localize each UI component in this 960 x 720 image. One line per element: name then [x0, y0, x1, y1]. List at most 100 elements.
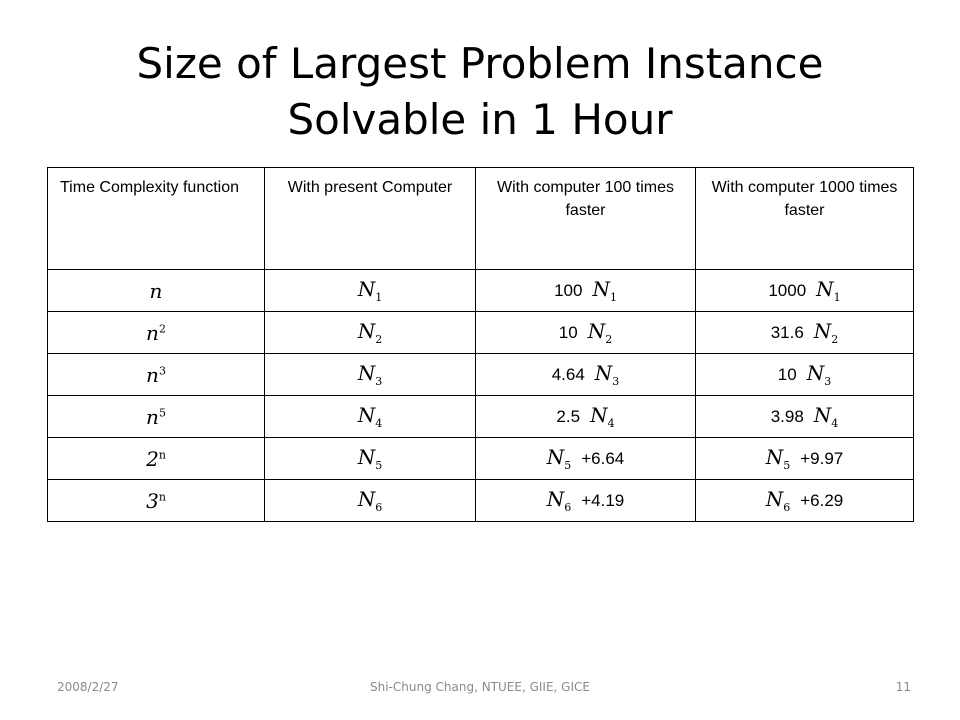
- present-cell-subscript: 2: [375, 333, 383, 346]
- faster-1000-cell: 3.98 N4: [695, 395, 914, 438]
- faster-100-cell-variable: N1: [592, 277, 617, 304]
- faster-100-cell-variable: N3: [594, 361, 620, 388]
- faster-100-cell: 10 N2: [475, 311, 696, 354]
- complexity-function: n3: [146, 362, 166, 387]
- present-cell-variable: N1: [357, 277, 383, 304]
- slide-title: Size of Largest Problem Instance Solvabl…: [0, 36, 960, 148]
- present-cell-variable: N6: [357, 487, 383, 514]
- faster-1000-cell-variable: N4: [813, 403, 839, 430]
- faster-100-cell: 4.64 N3: [475, 353, 696, 396]
- faster-1000-cell-subscript: 6: [783, 501, 791, 514]
- table-row: n3 N3 4.64 N3 10 N3: [47, 353, 914, 396]
- table-row: n2 N2 10 N2 31.6 N2: [47, 311, 914, 354]
- faster-1000-cell: N5 +9.97: [695, 437, 914, 480]
- faster-100-cell-variable: N6: [546, 487, 572, 514]
- faster-100-cell-variable: N5: [546, 445, 572, 472]
- faster-100-cell-subscript: 3: [612, 375, 620, 388]
- faster-100-cell: N5 +6.64: [475, 437, 696, 480]
- faster-1000-cell-variable: N1: [816, 277, 841, 304]
- present-cell: N1: [264, 269, 476, 312]
- present-cell-subscript: 6: [375, 501, 383, 514]
- complexity-exponent: n: [158, 447, 166, 461]
- table-row: n N1 100 N1 1000 N1: [47, 269, 914, 312]
- present-cell-variable: N5: [357, 445, 383, 472]
- faster-100-cell-variable: N2: [587, 319, 613, 346]
- faster-1000-cell-factor: 31.6: [770, 323, 804, 342]
- faster-100-cell: 100 N1: [475, 269, 696, 312]
- table-body: n N1 100 N1 1000 N1 n2 N2 10 N2 31.6 N2 n3 N3 4.64 N3 10…: [47, 269, 914, 522]
- complexity-exponent: n: [158, 489, 166, 503]
- faster-1000-cell-subscript: 5: [783, 459, 791, 472]
- slide-title-line-1: Size of Largest Problem Instance: [136, 39, 824, 88]
- footer-author: Shi-Chung Chang, NTUEE, GIIE, GICE: [370, 680, 590, 694]
- complexity-function: n: [149, 278, 163, 303]
- complexity-function: 2n: [146, 446, 166, 471]
- present-cell: N5: [264, 437, 476, 480]
- faster-100-cell-factor: 10: [558, 323, 578, 342]
- complexity-exponent: 2: [158, 321, 166, 335]
- present-cell-variable: N3: [357, 361, 383, 388]
- faster-100-cell: N6 +4.19: [475, 479, 696, 522]
- faster-1000-cell-subscript: 1: [833, 291, 841, 304]
- present-cell-variable: N2: [357, 319, 383, 346]
- complexity-table: Time Complexity function With present Co…: [47, 167, 914, 522]
- faster-1000-cell-factor: 1000: [768, 281, 807, 300]
- present-cell-variable: N4: [357, 403, 383, 430]
- faster-1000-cell-subscript: 2: [831, 333, 839, 346]
- faster-100-cell-factor: 2.5: [556, 407, 581, 426]
- footer-date: 2008/2/27: [57, 680, 119, 694]
- faster-100-cell-factor: 4.64: [551, 365, 585, 384]
- header-time-complexity: Time Complexity function: [47, 167, 265, 270]
- faster-1000-cell-variable: N6: [765, 487, 791, 514]
- present-cell: N3: [264, 353, 476, 396]
- faster-100-cell-variable: N4: [590, 403, 615, 430]
- footer-page-number: 11: [895, 680, 911, 694]
- present-cell-subscript: 3: [375, 375, 383, 388]
- faster-1000-cell: 1000 N1: [695, 269, 914, 312]
- faster-1000-cell-subscript: 4: [831, 417, 839, 430]
- present-cell-subscript: 5: [375, 459, 383, 472]
- present-cell: N2: [264, 311, 476, 354]
- table-row: 2n N5 N5 +6.64 N5 +9.97: [47, 437, 914, 480]
- faster-1000-cell-offset: +6.29: [800, 491, 844, 510]
- complexity-function-cell: n3: [47, 353, 265, 396]
- faster-1000-cell-subscript: 3: [824, 375, 832, 388]
- faster-1000-cell-variable: N5: [765, 445, 791, 472]
- present-cell: N4: [264, 395, 476, 438]
- table-row: n5 N4 2.5 N4 3.98 N4: [47, 395, 914, 438]
- faster-1000-cell-factor: 10: [777, 365, 797, 384]
- faster-1000-cell-variable: N3: [806, 361, 832, 388]
- faster-100-cell-offset: +6.64: [581, 449, 625, 468]
- faster-100-cell-factor: 100: [554, 281, 583, 300]
- header-100-times-faster: With computer 100 times faster: [475, 167, 696, 270]
- faster-100-cell-offset: +4.19: [581, 491, 625, 510]
- faster-100-cell-subscript: 5: [564, 459, 572, 472]
- complexity-function: n5: [146, 404, 166, 429]
- faster-100-cell-subscript: 2: [605, 333, 613, 346]
- complexity-exponent: 3: [158, 363, 166, 377]
- faster-100-cell-subscript: 6: [564, 501, 572, 514]
- faster-1000-cell-offset: +9.97: [800, 449, 844, 468]
- present-cell-subscript: 1: [375, 291, 383, 304]
- complexity-function-cell: n2: [47, 311, 265, 354]
- complexity-function-cell: 3n: [47, 479, 265, 522]
- table-row: 3n N6 N6 +4.19 N6 +6.29: [47, 479, 914, 522]
- present-cell-subscript: 4: [375, 417, 383, 430]
- faster-1000-cell-factor: 3.98: [770, 407, 804, 426]
- slide-title-line-2: Solvable in 1 Hour: [287, 95, 673, 144]
- complexity-function-cell: n: [47, 269, 265, 312]
- complexity-function: n2: [146, 320, 166, 345]
- header-1000-times-faster: With computer 1000 times faster: [695, 167, 914, 270]
- header-present-computer: With present Computer: [264, 167, 476, 270]
- faster-1000-cell: 31.6 N2: [695, 311, 914, 354]
- present-cell: N6: [264, 479, 476, 522]
- complexity-exponent: 5: [158, 405, 166, 419]
- faster-1000-cell: 10 N3: [695, 353, 914, 396]
- table-header-row: Time Complexity function With present Co…: [47, 167, 914, 270]
- faster-1000-cell: N6 +6.29: [695, 479, 914, 522]
- faster-100-cell-subscript: 1: [609, 291, 617, 304]
- complexity-function-cell: 2n: [47, 437, 265, 480]
- faster-100-cell-subscript: 4: [607, 417, 615, 430]
- faster-100-cell: 2.5 N4: [475, 395, 696, 438]
- complexity-function: 3n: [146, 488, 166, 513]
